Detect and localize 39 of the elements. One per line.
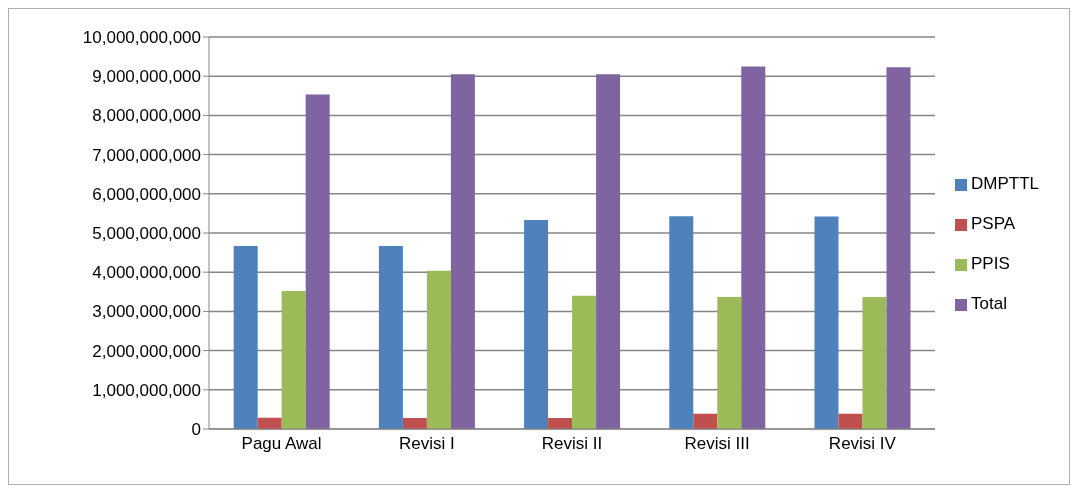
bar [693,413,718,429]
bar [741,66,766,429]
x-tick-label: Revisi IV [828,434,897,454]
legend-label: Total [971,294,1007,313]
bar [862,296,887,429]
y-tick-label: 1,000,000,000 [92,380,201,400]
y-tick-label: 3,000,000,000 [92,302,201,322]
x-tick-label: Revisi II [541,434,603,454]
bar [838,413,863,429]
bar [426,270,451,429]
y-tick-label: 7,000,000,000 [92,145,201,165]
bar [669,216,694,429]
y-tick-label: 5,000,000,000 [92,224,201,244]
bar [450,74,475,429]
x-tick-label: Revisi III [684,434,750,454]
bar [305,94,330,429]
y-tick-label: 2,000,000,000 [92,341,201,361]
bar [524,220,549,429]
bar [402,418,427,429]
y-tick-label: 10,000,000,000 [82,28,201,48]
bar [572,295,597,429]
bar [596,74,621,429]
bar [717,296,742,429]
x-tick-label: Pagu Awal [241,434,322,454]
bar [378,245,403,429]
bar [814,216,839,429]
y-tick-label: 8,000,000,000 [92,106,201,126]
x-tick-label: Revisi I [398,434,455,454]
bar [233,245,258,429]
bar [886,67,911,429]
y-tick-label: 0 [191,420,201,440]
legend-label: PSPA [971,214,1016,233]
bar [281,291,306,429]
y-tick-label: 9,000,000,000 [92,67,201,87]
y-tick-label: 6,000,000,000 [92,184,201,204]
bar [548,418,573,429]
legend-label: DMPTTL [971,174,1039,193]
y-tick-label: 4,000,000,000 [92,263,201,283]
legend-label: PPIS [971,254,1010,273]
